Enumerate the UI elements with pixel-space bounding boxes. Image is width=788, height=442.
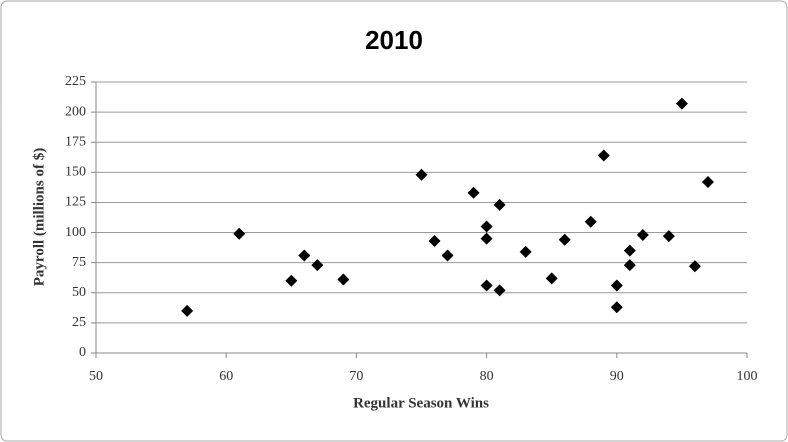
y-tick-label: 125 <box>65 195 86 210</box>
point <box>675 97 688 110</box>
point <box>636 228 649 241</box>
point <box>662 230 675 243</box>
y-tick-label: 100 <box>65 225 86 240</box>
point <box>623 259 636 272</box>
point <box>311 259 324 272</box>
point <box>233 227 246 240</box>
x-tick-label: 90 <box>610 369 624 384</box>
point <box>597 149 610 162</box>
point <box>701 175 714 188</box>
point <box>181 304 194 317</box>
y-tick-label: 25 <box>72 315 86 330</box>
point <box>480 232 493 245</box>
x-tick-label: 70 <box>349 369 363 384</box>
point <box>480 279 493 292</box>
x-axis-label: Regular Season Wins <box>353 395 489 411</box>
point <box>610 279 623 292</box>
x-tick-label: 80 <box>480 369 494 384</box>
point <box>688 260 701 273</box>
point <box>337 273 350 286</box>
y-tick-label: 200 <box>65 104 86 119</box>
point <box>298 249 311 262</box>
x-tick-label: 60 <box>219 369 233 384</box>
y-tick-label: 225 <box>65 74 86 89</box>
x-tick-label: 50 <box>89 369 103 384</box>
point <box>519 245 532 258</box>
point <box>545 272 558 285</box>
chart-title: 2010 <box>365 25 423 55</box>
y-tick-label: 50 <box>72 285 86 300</box>
point <box>480 220 493 233</box>
point <box>441 249 454 262</box>
point <box>558 233 571 246</box>
point <box>467 186 480 199</box>
y-tick-label: 0 <box>79 345 86 360</box>
y-tick-label: 150 <box>65 165 86 180</box>
y-axis-label: Payroll (millions of $) <box>31 148 47 286</box>
y-tick-label: 175 <box>65 134 86 149</box>
y-tick-label: 75 <box>72 255 86 270</box>
point <box>493 284 506 297</box>
point <box>285 274 298 287</box>
point <box>623 244 636 257</box>
point <box>493 198 506 211</box>
point <box>415 168 428 181</box>
point <box>584 215 597 228</box>
x-tick-label: 100 <box>737 369 758 384</box>
point <box>428 234 441 247</box>
point <box>610 301 623 314</box>
